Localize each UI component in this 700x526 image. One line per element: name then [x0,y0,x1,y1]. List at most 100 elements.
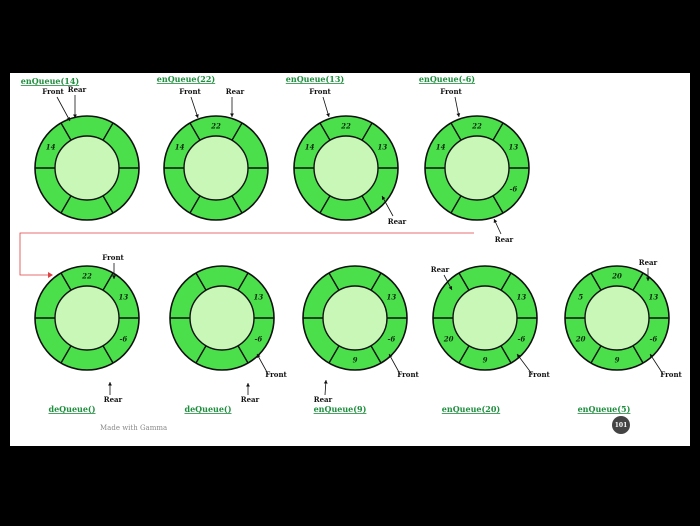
queue-center [584,285,650,351]
pointer-arrowhead [448,286,453,290]
pointer-label: Front [660,370,682,379]
slot-value: 14 [175,143,185,152]
pointer-arrowhead [456,113,461,117]
circular-queue: 13 -6 9 20 enQueue(20) Front Rear [431,265,551,414]
circular-queue: 13 -6 9 enQueue(9) Front Rear [302,265,420,414]
slot-divider [361,195,373,214]
slot-divider [195,345,207,364]
operation-label: enQueue(5) [578,404,631,414]
slot-value: 5 [578,293,583,302]
queue-center [313,135,379,201]
slot-divider [231,122,243,141]
slot-value: -6 [509,185,517,194]
pointer-label: Rear [68,85,87,94]
slot-divider [60,345,72,364]
slot-value: 20 [611,272,622,281]
pointer-label: Front [440,87,462,96]
pointer-label: Rear [104,395,123,404]
circular-queue: 14 22 13 -6 enQueue(-6) Front Rear [419,74,530,244]
slot-divider [370,272,382,291]
slot-value: 14 [46,143,56,152]
slot-divider [60,272,72,291]
queue-center [183,135,249,201]
slot-divider [590,272,602,291]
page-number: 101 [615,422,628,429]
slot-divider [590,345,602,364]
pointer-label: Front [42,87,64,96]
pointer-arrow [388,353,401,375]
pointer-arrowhead [112,275,116,279]
circular-queue: 13 -6 deQueue() Front Rear [169,265,288,414]
slot-value: -6 [119,335,127,344]
slot-value: 13 [508,143,518,152]
slot-divider [458,345,470,364]
slot-value: 13 [386,293,396,302]
pointer-arrowhead [517,354,521,358]
pointer-label: Rear [241,395,260,404]
pointer-label: Front [309,87,331,96]
slot-value: 13 [253,293,263,302]
pointer-arrowhead [646,277,650,281]
slot-value: 13 [516,293,526,302]
slot-value: 9 [483,356,488,365]
pointer-label: Rear [314,395,333,404]
pointer-arrowhead [493,219,498,223]
slot-value: 13 [377,143,387,152]
connector-arrowhead [48,272,53,278]
slot-value: -6 [649,335,657,344]
pointer-label: Front [102,253,124,262]
slot-value: 14 [305,143,315,152]
queue-center [189,285,255,351]
page-badge [612,416,630,434]
slot-divider [102,272,114,291]
slot-value: 13 [648,293,658,302]
slot-divider [370,345,382,364]
slot-value: 9 [353,356,358,365]
slot-divider [328,272,340,291]
slot-divider [450,122,462,141]
slot-value: -6 [254,335,262,344]
slot-divider [189,195,201,214]
watermark: Made with Gamma [100,424,167,432]
connector-arrow [19,232,474,276]
slot-divider [500,272,512,291]
pointer-label: Rear [639,258,658,267]
pointer-label: Front [265,370,287,379]
slot-divider [60,195,72,214]
slot-value: -6 [517,335,525,344]
slot-divider [361,122,373,141]
operation-label: deQueue() [48,404,95,414]
pointer-label: Rear [388,217,407,226]
queue-center [54,285,120,351]
pointer-label: Front [179,87,201,96]
queue-center [452,285,518,351]
pointer-arrowhead [382,196,386,200]
operation-label: enQueue(13) [286,74,345,84]
slot-divider [319,122,331,141]
slot-divider [60,122,72,141]
slot-divider [458,272,470,291]
operation-label: enQueue(14) [21,76,80,86]
pointer-label: Rear [226,87,245,96]
slot-divider [189,122,201,141]
pointer-arrow [649,353,664,375]
queue-center [444,135,510,201]
slot-value: 20 [575,335,586,344]
pointer-arrowhead [66,117,71,121]
pointer-label: Rear [495,235,514,244]
slot-value: 9 [615,356,620,365]
slot-value: 22 [210,122,221,131]
pointer-arrowhead [73,114,77,118]
operation-label: enQueue(9) [314,404,367,414]
pointer-arrow [256,353,269,375]
slot-divider [492,122,504,141]
slot-value: 22 [471,122,482,131]
queue-center [322,285,388,351]
circular-queue: 5 20 13 -6 9 20 enQueue(5) Front Rear [564,258,683,414]
operation-label: enQueue(20) [442,404,501,414]
slot-value: 14 [436,143,446,152]
slot-divider [328,345,340,364]
pointer-arrowhead [326,113,330,117]
pointer-arrowhead [389,354,393,358]
